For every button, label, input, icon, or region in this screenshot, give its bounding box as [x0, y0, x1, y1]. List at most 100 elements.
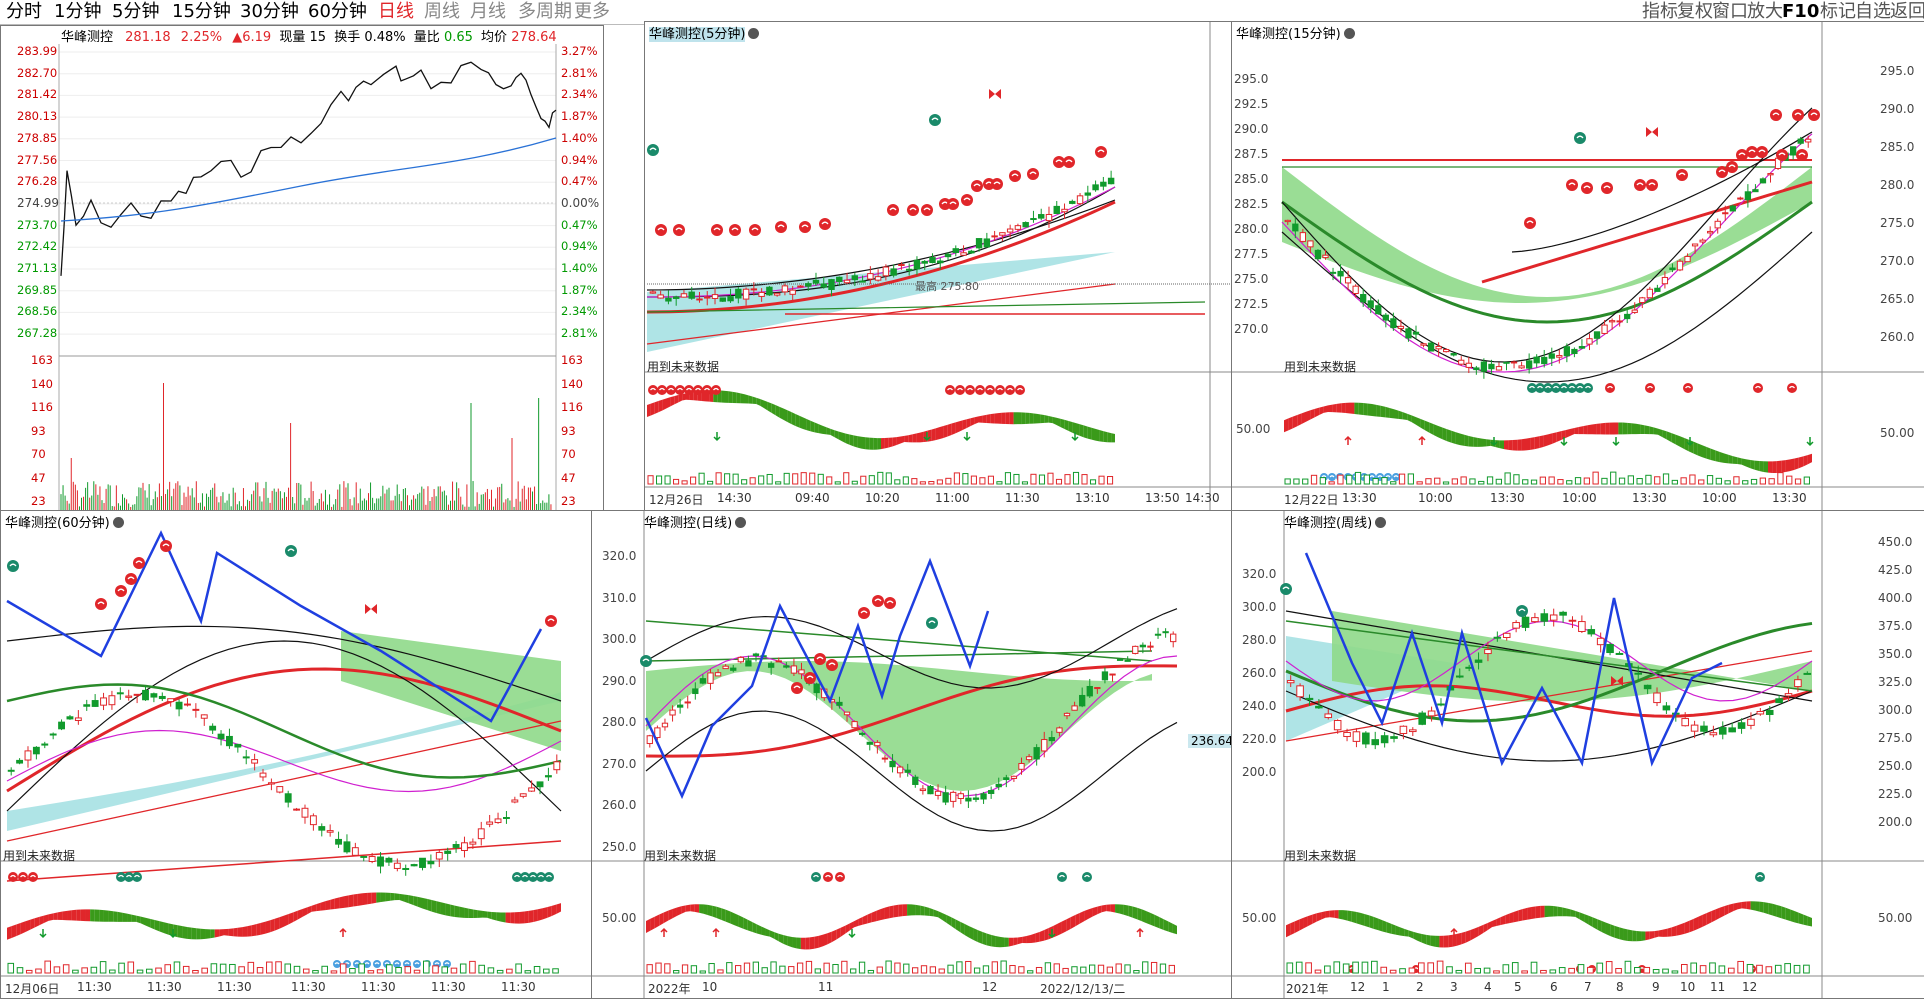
- oscillator-segment: [1460, 433, 1465, 446]
- period-tab-10[interactable]: 更多: [574, 1, 610, 22]
- volume-bar: [936, 479, 943, 485]
- stock-name: 华峰测控: [61, 30, 114, 45]
- period-tab-6[interactable]: 日线: [378, 1, 414, 22]
- oscillator-segment: [514, 911, 520, 924]
- oscillator-segment: [861, 436, 866, 450]
- oscillator-segment: [1549, 905, 1554, 917]
- pct-tick: 0.00%: [561, 195, 600, 210]
- period-tab-3[interactable]: 15分钟: [172, 1, 231, 22]
- oscillator-segment: [1312, 913, 1317, 924]
- toolbar-button-0[interactable]: 指标: [1642, 1, 1678, 22]
- chart-panel-weekly[interactable]: 华峰测控(周线) 用到未来数据 320.0 300.0 280.0 260.0 240.…: [1231, 510, 1924, 999]
- volume-bar: [524, 970, 532, 974]
- period-tab-1[interactable]: 1分钟: [54, 1, 102, 22]
- chart-panel-5min[interactable]: 华峰测控(5分钟) 用到未来数据 最高 275.80 12月26日 14:30 09…: [644, 21, 1233, 514]
- period-tab-0[interactable]: 分时: [6, 1, 42, 22]
- oscillator-segment: [1733, 902, 1738, 912]
- oscillator-segment: [454, 905, 460, 918]
- volume-bar: [1803, 964, 1810, 974]
- toolbar-button-5[interactable]: 标记: [1820, 1, 1856, 22]
- toolbar-button-1[interactable]: 复权: [1677, 1, 1713, 22]
- chart-panel-daily[interactable]: 华峰测控(日线) 用到未来数据 320.0 310.0 300.0 290.0 280.…: [591, 510, 1233, 999]
- chart-panel-15min[interactable]: 华峰测控(15分钟) 用到未来数据 295.0 292.5 290.0 287.5 28…: [1231, 21, 1924, 514]
- x-axis-label: 4: [1484, 980, 1492, 994]
- oscillator-segment: [982, 931, 987, 946]
- toolbar-button-6[interactable]: 自选: [1855, 1, 1891, 22]
- oscillator-segment: [1146, 910, 1151, 925]
- candle-body: [142, 689, 149, 701]
- intraday-chart[interactable]: [1, 26, 603, 513]
- candle-body: [1709, 732, 1718, 736]
- signal-down-arrow-icon: [1048, 929, 1056, 939]
- oscillator-segment: [1508, 440, 1513, 451]
- oscillator-segment: [654, 914, 660, 929]
- oscillator-segment: [1605, 922, 1611, 937]
- kline-chart-daily[interactable]: [592, 511, 1232, 998]
- settings-icon[interactable]: [1343, 28, 1355, 39]
- candle-body: [1759, 178, 1767, 184]
- sell-signal-icon-glyph: [1055, 159, 1063, 163]
- settings-icon[interactable]: [748, 28, 760, 39]
- candle-body: [812, 279, 820, 284]
- price-tick: 267.28: [17, 326, 58, 341]
- oscillator-segment: [876, 909, 881, 922]
- pct-tick: 0.47%: [561, 174, 598, 189]
- chart-panel-60min[interactable]: 华峰测控(60分钟) 用到未来数据 12月06日 11:30 11:30 11:30 1…: [0, 510, 593, 999]
- volume-bar: [1089, 964, 1096, 974]
- sell-signal-icon: [1808, 109, 1820, 121]
- oscillator-segment: [959, 420, 963, 432]
- sell-signal-icon: [8, 872, 18, 882]
- volume-bar: [81, 967, 88, 974]
- candle-body: [1484, 649, 1492, 655]
- toolbar-button-2[interactable]: 窗口: [1712, 1, 1748, 22]
- candle-body: [1681, 718, 1689, 727]
- settings-icon[interactable]: [735, 517, 747, 528]
- oscillator-segment: [778, 933, 784, 944]
- volume-bar: [979, 477, 986, 485]
- settings-icon[interactable]: [1375, 517, 1387, 528]
- kline-chart-60min[interactable]: [1, 511, 592, 998]
- period-tab-2[interactable]: 5分钟: [112, 1, 160, 22]
- oscillator-segment: [898, 904, 903, 917]
- cyan-band: [647, 252, 1115, 352]
- candle-body: [309, 815, 317, 826]
- sell-signal-icon-glyph: [162, 543, 170, 547]
- candle-body: [991, 235, 998, 238]
- volume-bar: [1794, 478, 1802, 485]
- sell-signal-icon-glyph: [886, 600, 894, 604]
- toolbar-button-3[interactable]: 放大: [1747, 1, 1783, 22]
- oscillator-segment: [1033, 413, 1037, 424]
- buy-signal-icon-glyph: [928, 620, 936, 624]
- sell-signal-icon: [655, 224, 667, 236]
- candle-body: [987, 789, 995, 794]
- oscillator-segment: [131, 914, 137, 922]
- sell-signal-icon: [28, 872, 38, 882]
- oscillator-segment: [1350, 402, 1355, 414]
- oscillator-segment: [524, 910, 529, 924]
- intraday-panel[interactable]: 华峰测控 281.18 2.25% ▲6.19 现量 15 换手 0.48% 量…: [0, 25, 604, 514]
- oscillator-segment: [279, 915, 284, 929]
- kline-chart-weekly[interactable]: [1232, 511, 1924, 998]
- x-axis-label: 11:00: [935, 491, 970, 505]
- toolbar-button-7[interactable]: 返回: [1890, 1, 1924, 22]
- volume-bar: [1774, 964, 1782, 974]
- toolbar-button-4[interactable]: F10: [1782, 1, 1820, 22]
- period-tab-8[interactable]: 月线: [470, 1, 506, 22]
- kline-chart-15min[interactable]: [1232, 22, 1924, 513]
- oscillator-segment: [1341, 402, 1346, 414]
- candle-body: [1747, 718, 1755, 726]
- settings-icon[interactable]: [112, 517, 124, 528]
- oscillator-segment: [761, 926, 766, 936]
- oscillator-segment: [1641, 931, 1646, 941]
- candle-body: [410, 864, 418, 867]
- period-tab-4[interactable]: 30分钟: [240, 1, 299, 22]
- period-tab-7[interactable]: 周线: [424, 1, 460, 22]
- kline-chart-5min[interactable]: [645, 22, 1232, 513]
- period-tab-9[interactable]: 多周期: [518, 1, 572, 22]
- candle-body: [1714, 220, 1721, 229]
- oscillator-segment: [43, 914, 49, 924]
- period-tab-5[interactable]: 60分钟: [308, 1, 367, 22]
- price-tick: 278.85: [17, 130, 58, 145]
- sell-signal-icon: [1753, 383, 1763, 393]
- oscillator-segment: [468, 908, 474, 919]
